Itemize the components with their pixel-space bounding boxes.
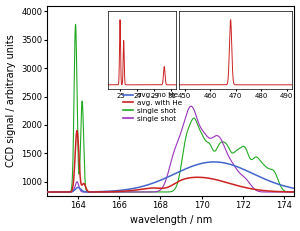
X-axis label: wavelength / nm: wavelength / nm bbox=[130, 216, 212, 225]
Legend: avg., no He, avg. with He, single shot, single shot: avg., no He, avg. with He, single shot, … bbox=[120, 89, 185, 125]
Y-axis label: CCD signal / arbitrary units: CCD signal / arbitrary units bbox=[6, 34, 16, 167]
